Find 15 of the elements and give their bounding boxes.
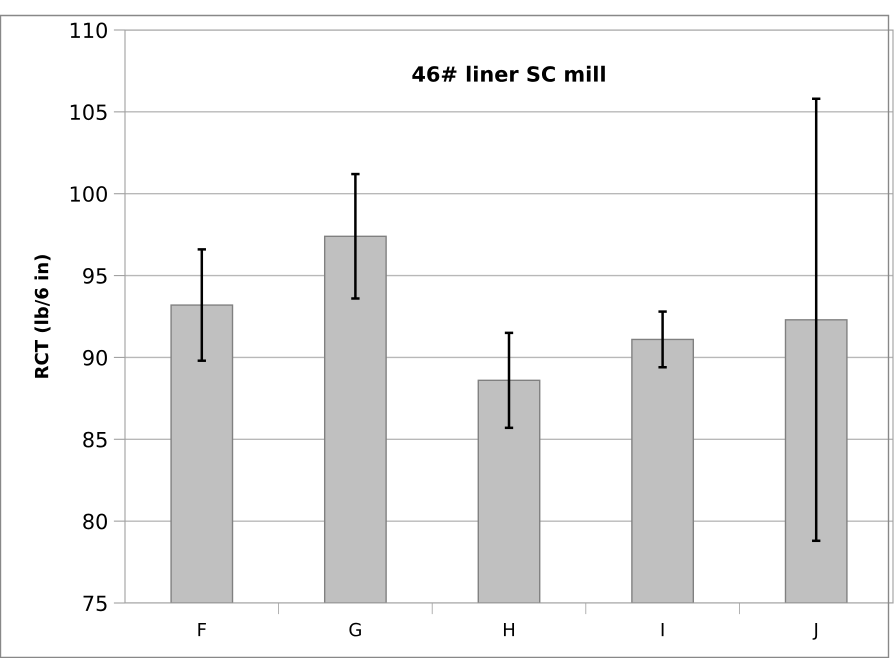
y-tick-label: 110 — [70, 22, 107, 38]
y-tick-label: 75 — [84, 596, 107, 612]
y-tick-label: 100 — [70, 186, 107, 202]
y-axis-title: RCT (lb/6 in) — [34, 255, 51, 378]
text: 46# liner SC mill — [412, 66, 605, 82]
y-tick-label: 85 — [83, 432, 107, 448]
y-tick-label: 105 — [70, 104, 107, 120]
x-tick-label: G — [349, 622, 361, 636]
x-tick-label: H — [504, 623, 514, 636]
y-tick-label: 95 — [83, 268, 107, 284]
x-tick-label: F — [198, 623, 206, 636]
x-tick-label: I — [662, 623, 664, 636]
y-tick-label: 80 — [83, 514, 107, 530]
y-tick-label: 90 — [83, 350, 107, 366]
x-tick-label: J — [812, 623, 818, 640]
